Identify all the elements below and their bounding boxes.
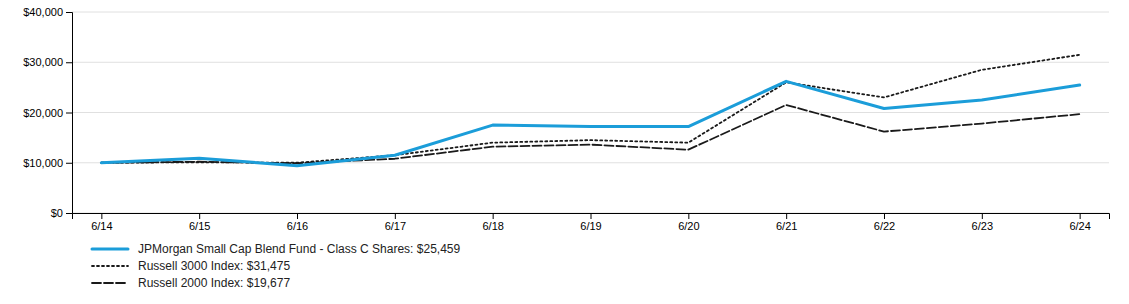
x-tick-label: 6/23 bbox=[972, 220, 993, 232]
y-tick: $10,000 bbox=[23, 157, 72, 169]
y-tick-label: $20,000 bbox=[23, 107, 63, 119]
x-tick-label: 6/21 bbox=[776, 220, 797, 232]
legend-item: JPMorgan Small Cap Blend Fund - Class C … bbox=[92, 242, 460, 256]
y-tick-mark bbox=[66, 12, 72, 13]
legend-item: Russell 2000 Index: $19,677 bbox=[92, 276, 290, 290]
y-tick-mark bbox=[66, 62, 72, 63]
x-tick-mark bbox=[101, 213, 102, 219]
y-tick: $0 bbox=[51, 207, 72, 219]
legend: JPMorgan Small Cap Blend Fund - Class C … bbox=[92, 242, 460, 290]
x-tick-label: 6/18 bbox=[482, 220, 503, 232]
x-tick: 6/21 bbox=[776, 213, 797, 232]
x-tick: 6/14 bbox=[91, 213, 112, 232]
y-tick-mark bbox=[66, 213, 72, 214]
series-line bbox=[101, 81, 1079, 165]
x-tick: 6/22 bbox=[874, 213, 895, 232]
chart: $0$10,000$20,000$30,000$40,0006/146/156/… bbox=[0, 0, 1129, 304]
x-tick-mark bbox=[199, 213, 200, 219]
y-axis: $0 $10,000 $20,000 $30,000 $40,000 bbox=[23, 6, 72, 219]
plot: $0$10,000$20,000$30,000$40,0006/146/156/… bbox=[23, 6, 1109, 232]
legend-label: Russell 2000 Index: $19,677 bbox=[138, 276, 290, 290]
x-tick-label: 6/20 bbox=[678, 220, 699, 232]
x-tick-label: 6/22 bbox=[874, 220, 895, 232]
x-tick: 6/19 bbox=[580, 213, 601, 232]
legend-item: Russell 3000 Index: $31,475 bbox=[92, 259, 290, 273]
x-tick: 6/16 bbox=[287, 213, 308, 232]
series-line bbox=[101, 55, 1079, 163]
x-tick-mark bbox=[786, 213, 787, 219]
y-tick-label: $40,000 bbox=[23, 6, 63, 18]
grid-line bbox=[72, 62, 1109, 63]
lines bbox=[101, 55, 1079, 166]
x-tick-mark bbox=[591, 213, 592, 219]
x-tick-mark bbox=[1080, 213, 1081, 219]
x-tick-mark bbox=[297, 213, 298, 219]
x-tick: 6/18 bbox=[482, 213, 503, 232]
x-tick-label: 6/17 bbox=[385, 220, 406, 232]
legend-label: Russell 3000 Index: $31,475 bbox=[138, 259, 290, 273]
x-axis: 6/14 6/15 6/16 6/17 6/18 6/19 6/20 6/21 6/22 6/23… bbox=[73, 213, 1110, 232]
x-tick-label: 6/19 bbox=[580, 220, 601, 232]
y-tick: $40,000 bbox=[23, 6, 72, 18]
x-tick: 6/15 bbox=[189, 213, 210, 232]
y-tick-label: $30,000 bbox=[23, 56, 63, 68]
legend-swatch bbox=[92, 282, 128, 284]
y-tick: $30,000 bbox=[23, 56, 72, 68]
legend-swatch bbox=[92, 248, 128, 251]
x-tick-label: 6/15 bbox=[189, 220, 210, 232]
y-tick-label: $0 bbox=[51, 207, 63, 219]
y-tick-mark bbox=[66, 163, 72, 164]
series-line bbox=[101, 105, 1079, 163]
grid bbox=[72, 12, 1109, 213]
legend-swatch bbox=[92, 265, 128, 267]
y-tick: $20,000 bbox=[23, 107, 72, 119]
x-tick-label: 6/24 bbox=[1069, 220, 1090, 232]
x-tick: 6/23 bbox=[972, 213, 993, 232]
legend-label: JPMorgan Small Cap Blend Fund - Class C … bbox=[138, 242, 460, 256]
x-tick-mark bbox=[884, 213, 885, 219]
x-tick: 6/24 bbox=[1069, 213, 1090, 232]
x-tick-mark bbox=[982, 213, 983, 219]
x-tick-mark bbox=[395, 213, 396, 219]
y-tick-label: $10,000 bbox=[23, 157, 63, 169]
x-tick-mark bbox=[493, 213, 494, 219]
y-axis-line bbox=[66, 13, 73, 214]
grid-line bbox=[72, 12, 1109, 13]
x-tick-label: 6/14 bbox=[91, 220, 112, 232]
x-tick-mark bbox=[688, 213, 689, 219]
x-tick: 6/17 bbox=[385, 213, 406, 232]
grid-line bbox=[72, 112, 1109, 113]
x-axis-line bbox=[73, 214, 1110, 220]
x-tick: 6/20 bbox=[678, 213, 699, 232]
x-tick-label: 6/16 bbox=[287, 220, 308, 232]
y-tick-mark bbox=[66, 113, 72, 114]
